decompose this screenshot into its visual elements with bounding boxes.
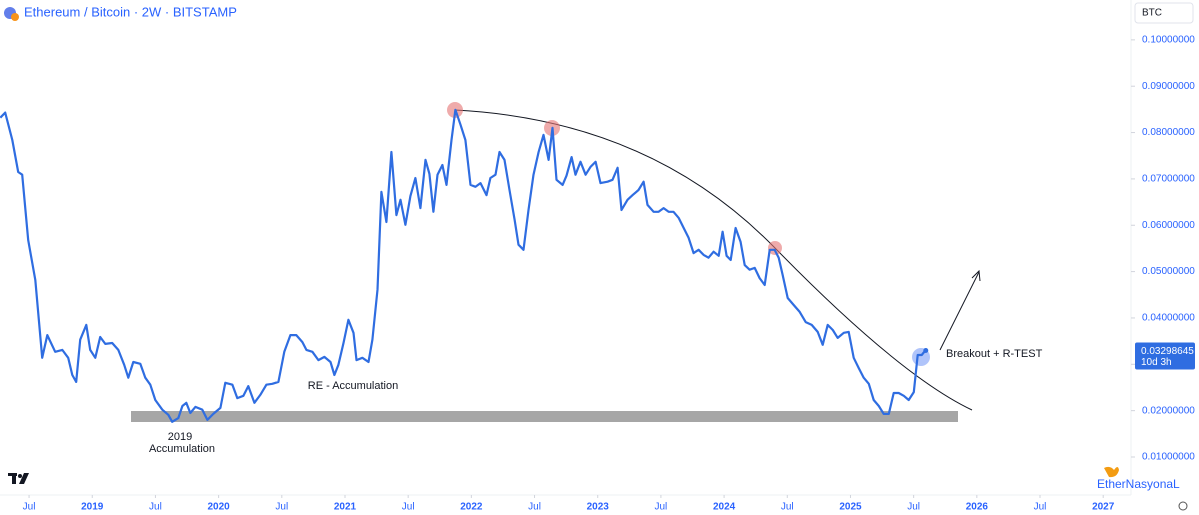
annotation: Accumulation (149, 443, 215, 455)
y-tick-label: 0.08000000 (1142, 127, 1195, 138)
x-tick-label: 2019 (81, 502, 104, 513)
x-tick-label: Jul (23, 502, 36, 513)
symbol-icon (11, 13, 19, 21)
chart-title: Ethereum / Bitcoin · 2W · BITSTAMP (24, 4, 237, 19)
annotation: RE - Accumulation (308, 380, 398, 392)
y-tick-label: 0.05000000 (1142, 266, 1195, 277)
header: Ethereum / Bitcoin · 2W · BITSTAMP (4, 4, 237, 21)
last-price-label: 0.03298645 (1141, 346, 1194, 357)
x-tick-label: Jul (907, 502, 920, 513)
x-tick-label: Jul (781, 502, 794, 513)
currency-box[interactable] (1134, 2, 1194, 24)
y-tick-label: 0.10000000 (1142, 35, 1195, 46)
logo-part (19, 473, 29, 484)
y-tick-label: 0.02000000 (1142, 405, 1195, 416)
y-tick-label: 0.09000000 (1142, 81, 1195, 92)
annotation: Breakout + R-TEST (946, 348, 1043, 360)
logo-part (18, 474, 22, 478)
support-zone (131, 411, 958, 422)
y-tick-label: 0.06000000 (1142, 220, 1195, 231)
price-line (0, 108, 927, 423)
last-price-dot (923, 347, 929, 353)
touch-point (768, 241, 782, 255)
settings-icon[interactable] (1178, 501, 1188, 511)
x-tick-label: 2021 (334, 502, 357, 513)
x-tick-label: Jul (1034, 502, 1047, 513)
x-tick-label: 2027 (1092, 502, 1115, 513)
y-tick-label: 0.04000000 (1142, 313, 1195, 324)
arrow-line (939, 271, 980, 351)
x-tick-label: Jul (528, 502, 541, 513)
last-price-tag (1135, 342, 1195, 370)
annotation: 2019 (168, 431, 192, 443)
x-tick-label: 2020 (207, 502, 230, 513)
x-tick-label: Jul (275, 502, 288, 513)
y-tick-label: 0.07000000 (1142, 174, 1195, 185)
x-tick-label: Jul (655, 502, 668, 513)
logo-part (12, 473, 16, 484)
currency: BTC (1142, 8, 1162, 19)
x-tick-label: Jul (402, 502, 415, 513)
y-tick-label: 0.01000000 (1142, 452, 1195, 463)
x-tick-label: Jul (149, 502, 162, 513)
tv-logo[interactable] (8, 473, 29, 484)
x-tick-label: 2025 (839, 502, 862, 513)
x-tick-label: 2026 (966, 502, 989, 513)
x-tick-label: 2022 (460, 502, 483, 513)
watermark-icon (1104, 466, 1119, 478)
arrow-head (971, 269, 981, 282)
x-tick-label: 2024 (713, 502, 736, 513)
x-tick-label: 2023 (587, 502, 610, 513)
watermark: EtherNasyonaL (1097, 477, 1180, 491)
countdown: 10d 3h (1141, 357, 1172, 368)
